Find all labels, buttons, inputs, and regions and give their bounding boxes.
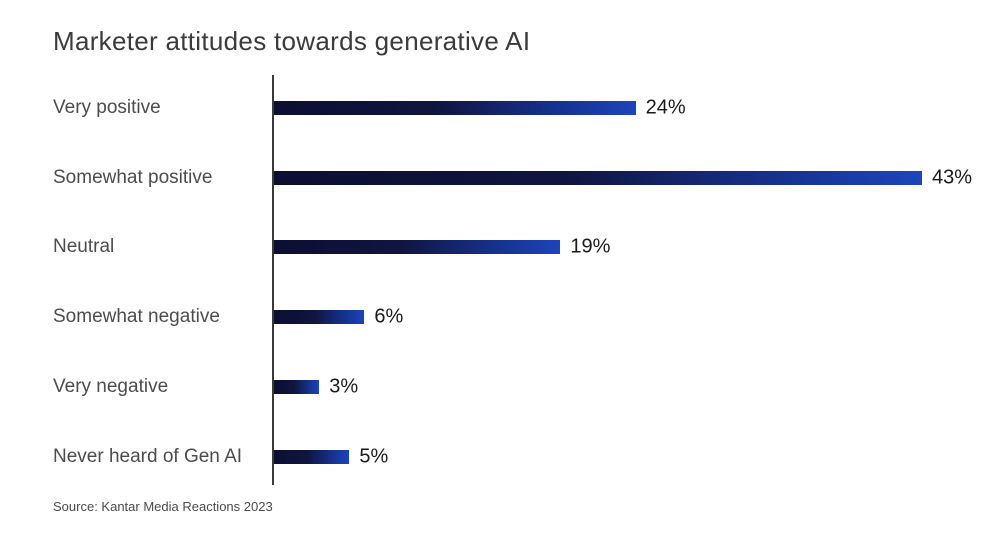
- bar: [274, 380, 320, 394]
- source-note: Source: Kantar Media Reactions 2023: [53, 499, 273, 514]
- category-label: Never heard of Gen AI: [53, 446, 243, 467]
- value-label: 3%: [329, 375, 359, 398]
- category-label: Very positive: [53, 97, 161, 118]
- chart-title: Marketer attitudes towards generative AI: [53, 26, 531, 56]
- category-label: Somewhat negative: [53, 306, 220, 327]
- bar: [274, 171, 922, 185]
- value-label: 5%: [359, 445, 389, 468]
- category-label: Neutral: [53, 236, 115, 257]
- bar: [274, 310, 365, 324]
- bar-row: Very negative 3%: [0, 375, 1000, 399]
- value-label: 24%: [645, 96, 686, 119]
- bar-row: Somewhat positive 43%: [0, 166, 1000, 190]
- bar: [274, 450, 350, 464]
- bar-row: Never heard of Gen AI 5%: [0, 445, 1000, 469]
- bar-row: Neutral 19%: [0, 235, 1000, 259]
- value-label: 6%: [374, 305, 404, 328]
- value-label: 19%: [570, 235, 611, 258]
- bar-row: Somewhat negative 6%: [0, 305, 1000, 329]
- bar: [274, 240, 561, 254]
- y-axis-line: [272, 75, 274, 485]
- bar-row: Very positive 24%: [0, 96, 1000, 120]
- category-label: Somewhat positive: [53, 167, 213, 188]
- category-label: Very negative: [53, 376, 169, 397]
- bar: [274, 101, 636, 115]
- value-label: 43%: [932, 166, 973, 189]
